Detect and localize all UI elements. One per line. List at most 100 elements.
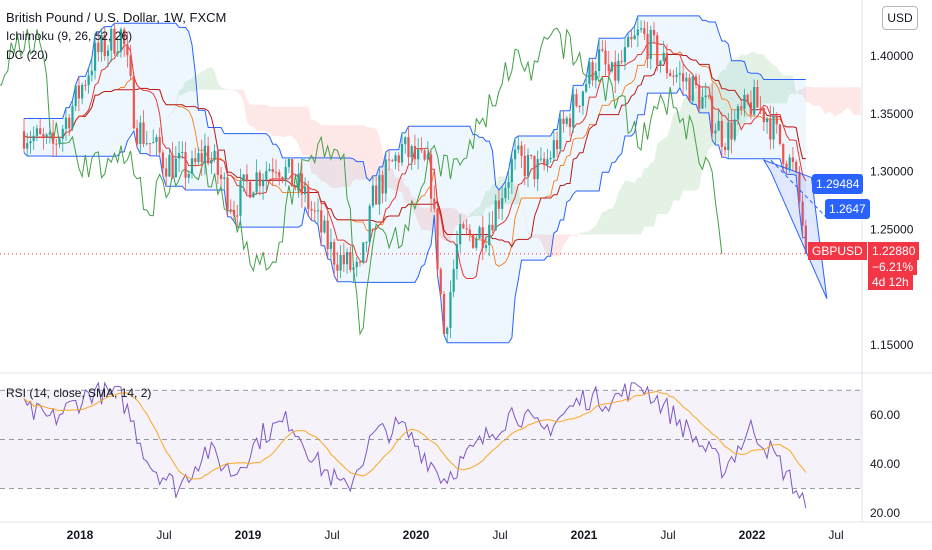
symbol-tag: GBPUSD <box>808 242 867 260</box>
change-tag: −6.21% <box>868 259 918 275</box>
currency-button[interactable]: USD <box>882 6 918 30</box>
ichimoku-cloud-segment <box>418 204 422 230</box>
candle-body <box>336 264 339 271</box>
candle-body <box>659 60 662 65</box>
candle-body <box>617 60 620 81</box>
candle-body <box>358 261 362 263</box>
candle-body <box>462 224 465 229</box>
candle-body <box>720 120 723 147</box>
candle-body <box>268 169 271 171</box>
candle-body <box>271 169 274 173</box>
candle-body <box>733 119 736 140</box>
candle-body <box>287 159 291 168</box>
candle-body <box>71 106 74 129</box>
ichimoku-cloud-segment <box>557 234 561 257</box>
ichimoku-cloud-segment <box>650 162 654 227</box>
candle-body <box>339 254 342 271</box>
ichimoku-cloud-segment <box>276 106 280 137</box>
candle-body <box>258 172 261 187</box>
candle-body <box>239 181 242 216</box>
ichimoku-cloud-segment <box>773 64 777 104</box>
candle-body <box>203 145 207 163</box>
ichimoku-cloud-segment <box>589 228 593 235</box>
candle-body <box>614 62 617 81</box>
candle-body <box>543 158 546 166</box>
candle-body <box>184 151 187 178</box>
ichimoku-cloud-segment <box>334 125 338 189</box>
candle-body <box>533 155 536 180</box>
candle-body <box>575 94 578 106</box>
falling-channel-drawing <box>762 159 828 299</box>
candle-body <box>795 161 798 172</box>
ichimoku-cloud-segment <box>822 87 826 115</box>
price-axis-label: 1.30000 <box>870 165 914 179</box>
ichimoku-cloud-segment <box>818 87 822 109</box>
candle-body <box>591 62 594 81</box>
ichimoku-cloud-segment <box>608 208 612 235</box>
candle-body <box>497 200 501 209</box>
candle-body <box>607 64 610 72</box>
ichimoku-cloud-segment <box>224 88 228 90</box>
ichimoku-cloud-segment <box>544 234 548 255</box>
ichimoku-cloud-segment <box>402 177 406 203</box>
time-axis-label: Jul <box>324 528 339 542</box>
candle-body <box>646 33 649 59</box>
candle-body <box>484 245 488 249</box>
candle-body <box>510 159 513 183</box>
candle-body <box>26 143 29 149</box>
ichimoku-cloud-segment <box>272 106 276 137</box>
donchian-legend[interactable]: DC (20) <box>6 48 49 62</box>
candle-body <box>161 152 165 169</box>
ichimoku-cloud-segment <box>469 211 474 218</box>
candle-body <box>507 182 510 188</box>
candle-body <box>116 51 119 54</box>
candle-body <box>639 28 643 30</box>
ichimoku-cloud-segment <box>721 69 726 138</box>
candle-body <box>517 145 520 150</box>
candle-body <box>494 200 497 231</box>
price-axis-label: 1.35000 <box>870 107 914 121</box>
ichimoku-legend[interactable]: Ichimoku (9, 26, 52, 26) <box>6 29 133 43</box>
ichimoku-cloud-segment <box>337 125 341 189</box>
candle-body <box>165 168 168 177</box>
candle-body <box>672 75 675 77</box>
candle-body <box>420 149 423 151</box>
candle-body <box>526 154 530 177</box>
candle-body <box>87 75 90 86</box>
ichimoku-cloud-segment <box>579 232 583 235</box>
ichimoku-cloud-segment <box>169 111 173 117</box>
candle-body <box>740 106 743 109</box>
time-axis-label: Jul <box>156 528 171 542</box>
candle-body <box>281 177 284 180</box>
ichimoku-cloud-segment <box>211 67 215 90</box>
candle-body <box>329 242 333 250</box>
candle-body <box>468 229 471 235</box>
donchian-upper <box>24 15 806 191</box>
candle-body <box>678 73 681 75</box>
candle-body <box>210 159 213 164</box>
ichimoku-cloud-segment <box>686 95 690 191</box>
ichimoku-cloud-segment <box>628 180 632 235</box>
candle-body <box>475 238 478 248</box>
candle-body <box>627 37 630 48</box>
ichimoku-cloud-segment <box>563 234 567 246</box>
candle-body <box>55 143 58 145</box>
candle-body <box>187 173 190 178</box>
rsi-legend[interactable]: RSI (14, close, SMA, 14, 2) <box>6 386 152 400</box>
candle-body <box>45 134 48 137</box>
candle-body <box>216 150 219 175</box>
candle-body <box>449 291 452 328</box>
ichimoku-cloud-segment <box>405 186 409 203</box>
candle-body <box>22 131 26 149</box>
ichimoku-cloud-segment <box>356 125 360 180</box>
candle-body <box>81 84 84 99</box>
candle-body <box>429 154 433 199</box>
candle-body <box>581 91 585 106</box>
candle-body <box>333 242 336 265</box>
candle-body <box>274 172 278 174</box>
rsi-axis-label: 20.00 <box>870 506 900 520</box>
ichimoku-cloud-segment <box>696 90 700 191</box>
candle-body <box>688 77 691 102</box>
candle-body <box>549 157 552 160</box>
